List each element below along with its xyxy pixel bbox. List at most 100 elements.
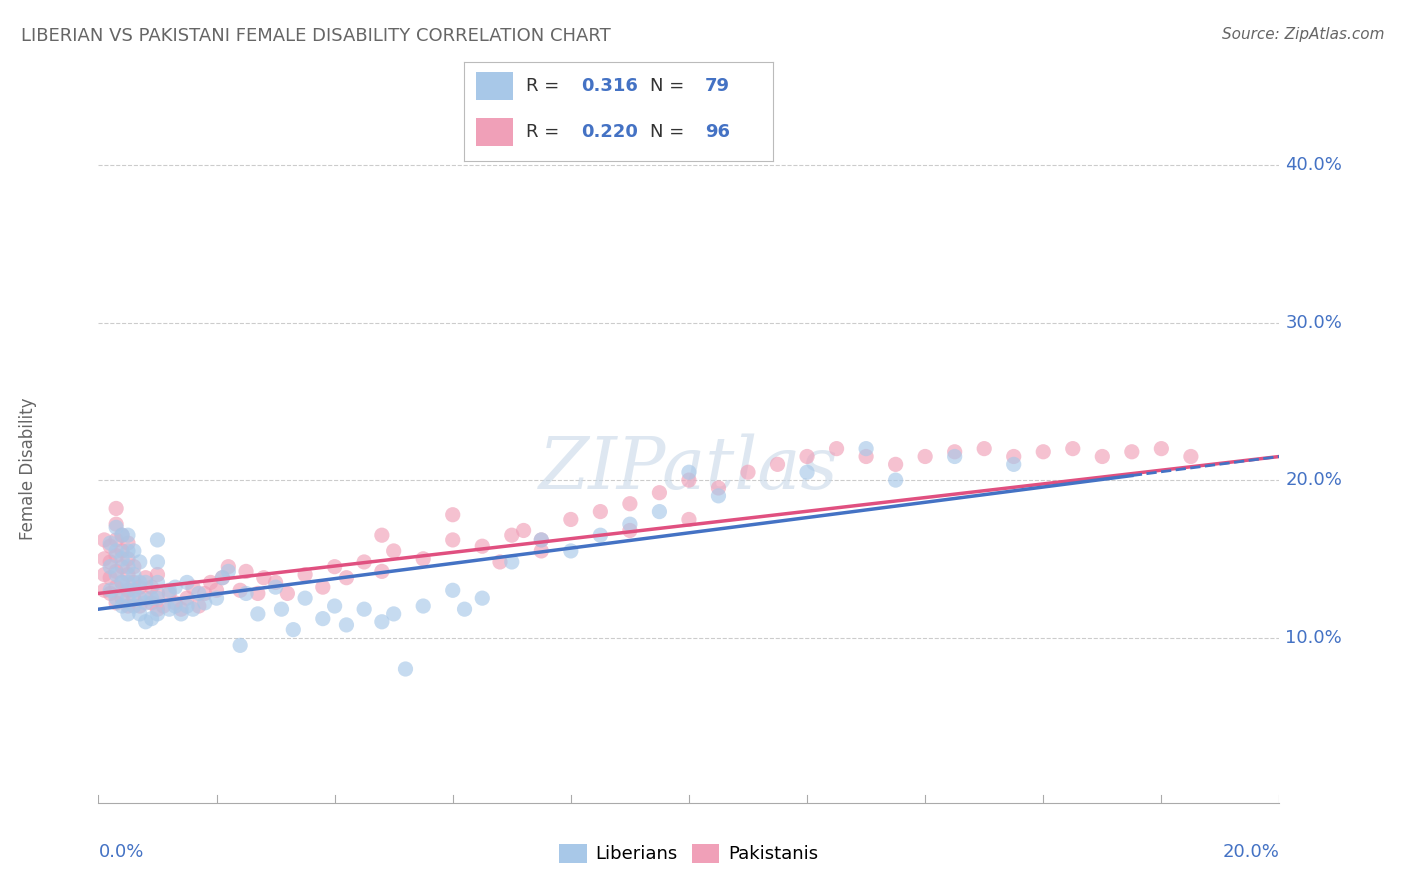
Point <box>117 567 139 582</box>
Point <box>176 599 198 613</box>
Point <box>943 444 966 458</box>
Point <box>371 615 394 629</box>
Point <box>93 533 115 547</box>
Point <box>141 596 163 610</box>
Point <box>181 580 204 594</box>
Point <box>157 602 180 616</box>
Point <box>973 442 995 456</box>
Point <box>117 528 139 542</box>
Point <box>589 528 612 542</box>
Point <box>884 458 907 472</box>
Point <box>111 528 134 542</box>
Point <box>128 575 150 590</box>
Point <box>117 599 139 613</box>
Point <box>1032 444 1054 458</box>
Point <box>246 586 269 600</box>
Text: 96: 96 <box>706 123 730 141</box>
Point <box>560 512 582 526</box>
Point <box>353 555 375 569</box>
Point <box>246 607 269 621</box>
Point <box>111 551 134 566</box>
Point <box>678 512 700 526</box>
Text: 20.0%: 20.0% <box>1285 471 1343 489</box>
Point <box>187 586 209 600</box>
Point <box>98 555 121 569</box>
Point <box>176 591 198 606</box>
Point <box>105 544 128 558</box>
Point <box>122 575 145 590</box>
Text: LIBERIAN VS PAKISTANI FEMALE DISABILITY CORRELATION CHART: LIBERIAN VS PAKISTANI FEMALE DISABILITY … <box>21 27 610 45</box>
Point <box>105 517 128 532</box>
Point <box>128 599 150 613</box>
Point <box>312 612 335 626</box>
Point <box>157 583 180 598</box>
Point <box>165 596 187 610</box>
Point <box>371 528 394 542</box>
Point <box>1091 450 1114 464</box>
Bar <box>477 119 513 146</box>
Text: 0.0%: 0.0% <box>98 843 143 861</box>
Text: 20.0%: 20.0% <box>1223 843 1279 861</box>
Point <box>152 599 174 613</box>
Point <box>217 559 239 574</box>
Point <box>323 559 346 574</box>
Point <box>135 615 157 629</box>
Point <box>122 599 145 613</box>
Point <box>146 586 169 600</box>
Point <box>619 497 641 511</box>
Text: 79: 79 <box>706 77 730 95</box>
Point <box>648 485 671 500</box>
Point <box>235 565 257 579</box>
Point <box>111 599 134 613</box>
Point <box>93 583 115 598</box>
Point <box>1121 444 1143 458</box>
Point <box>165 580 187 594</box>
Point <box>412 599 434 613</box>
Point <box>157 586 180 600</box>
Point <box>135 571 157 585</box>
Point <box>170 607 193 621</box>
Text: 40.0%: 40.0% <box>1285 156 1343 174</box>
Point <box>441 533 464 547</box>
Point <box>737 465 759 479</box>
Point <box>135 575 157 590</box>
Point <box>211 571 233 585</box>
Point <box>796 450 818 464</box>
Point <box>1002 450 1025 464</box>
Point <box>117 583 139 598</box>
Point <box>648 505 671 519</box>
Text: N =: N = <box>650 77 689 95</box>
Point <box>141 591 163 606</box>
Point <box>1150 442 1173 456</box>
Point <box>335 618 357 632</box>
Point <box>135 596 157 610</box>
Text: N =: N = <box>650 123 689 141</box>
Point <box>141 580 163 594</box>
Point <box>1002 458 1025 472</box>
Point <box>105 596 128 610</box>
Point <box>111 575 134 590</box>
Point <box>117 544 139 558</box>
Point <box>501 555 523 569</box>
Point <box>122 544 145 558</box>
Point <box>382 607 405 621</box>
Point <box>394 662 416 676</box>
Text: Source: ZipAtlas.com: Source: ZipAtlas.com <box>1222 27 1385 42</box>
Point <box>128 607 150 621</box>
Point <box>111 559 134 574</box>
Point <box>111 528 134 542</box>
Point <box>589 505 612 519</box>
Point <box>122 559 145 574</box>
Point <box>312 580 335 594</box>
Point <box>200 575 222 590</box>
Point <box>98 559 121 574</box>
Point <box>283 623 305 637</box>
Text: R =: R = <box>526 123 565 141</box>
Point <box>105 567 128 582</box>
Point <box>98 571 121 585</box>
Text: R =: R = <box>526 77 565 95</box>
Point <box>530 544 553 558</box>
Point <box>489 555 512 569</box>
Point <box>1180 450 1202 464</box>
Point <box>412 551 434 566</box>
